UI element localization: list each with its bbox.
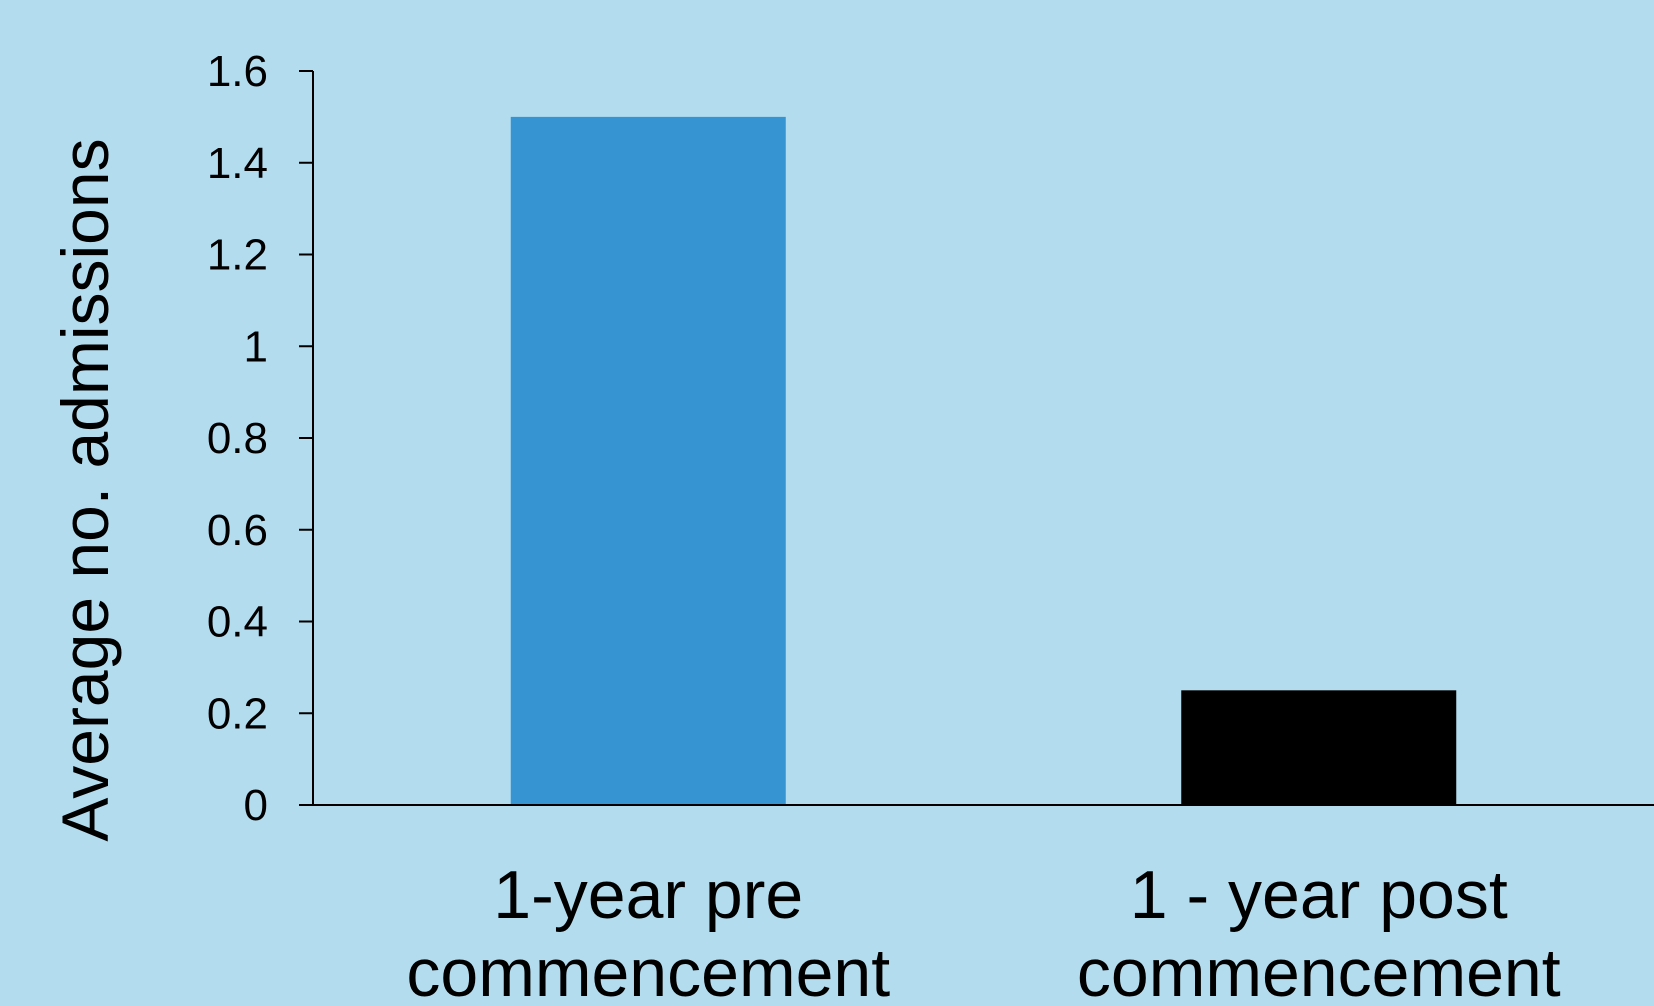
x-category-label: 1-year pre [493,857,803,933]
y-tick-label: 0.2 [207,689,268,738]
y-tick-label: 1.2 [207,231,268,280]
y-axis-ticks: 0 0.2 0.4 0.6 0.8 1 1.2 1.4 1.6 [207,47,313,830]
y-tick-label: 1.4 [207,139,268,188]
y-tick-label: 0.4 [207,598,268,647]
y-tick-label: 1.6 [207,47,268,96]
x-category-label: commencement [1077,935,1561,1006]
y-tick-label: 0.6 [207,506,268,555]
y-tick-label: 0.8 [207,414,268,463]
x-category-label: commencement [406,935,890,1006]
bar-1 [510,116,786,805]
bar-2 [1181,690,1457,805]
y-tick-label: 1 [244,322,268,371]
y-tick-label: 0 [244,781,268,830]
bars [510,116,1457,805]
x-category-label: 1 - year post [1130,857,1508,933]
y-axis-label: Average no. admissions [48,138,122,841]
